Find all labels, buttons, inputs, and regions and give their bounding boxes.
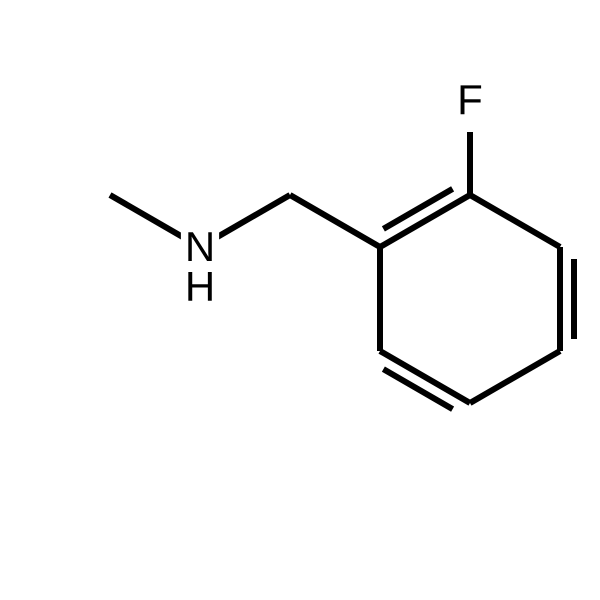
bonds-layer [110,132,574,409]
bond [470,195,560,247]
bond [217,195,290,237]
molecule-diagram: NHF [0,0,600,600]
atom-label-F_label: F [457,76,483,123]
atom-label-N_H: H [185,263,215,310]
bond [110,195,183,237]
bond [470,351,560,403]
bond [290,195,380,247]
